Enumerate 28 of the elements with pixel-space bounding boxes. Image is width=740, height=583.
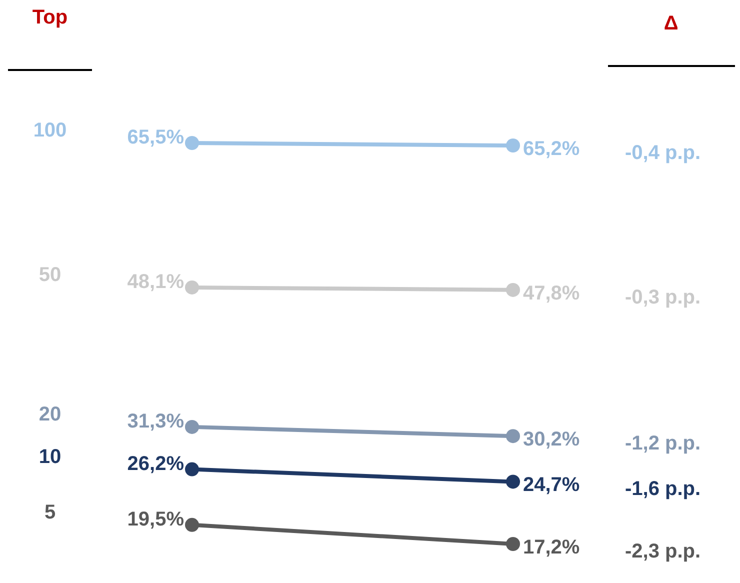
annotation: -0,4 p.p.: [625, 142, 701, 164]
text: Δ: [664, 12, 678, 35]
point: [506, 474, 520, 489]
text: 100: [33, 120, 67, 142]
point: [185, 518, 199, 532]
data-label: 24,7%: [523, 474, 580, 496]
point: [506, 138, 520, 152]
point: [185, 136, 199, 150]
data-label: 17,2%: [523, 536, 580, 559]
text: 5: [44, 501, 56, 524]
data-label: 65,5%: [127, 126, 184, 149]
point: [185, 462, 199, 476]
point: [185, 280, 199, 294]
legend-title: Top: [32, 6, 68, 29]
data-label: 26,2%: [127, 452, 184, 475]
data-label: 30,2%: [523, 428, 580, 451]
text: 20: [38, 403, 62, 426]
point: [506, 429, 520, 444]
point: [506, 282, 520, 297]
data-label: 31,3%: [127, 410, 184, 432]
point: [185, 420, 199, 434]
point: [506, 537, 520, 551]
text: 10: [38, 446, 62, 468]
annotation: -1,2 p.p.: [625, 432, 701, 455]
data-label: 19,5%: [127, 508, 184, 530]
annotation: -1,6 p.p.: [625, 478, 701, 500]
data-label: 65,2%: [523, 138, 580, 160]
annotation: -2,3 p.p.: [625, 540, 701, 563]
